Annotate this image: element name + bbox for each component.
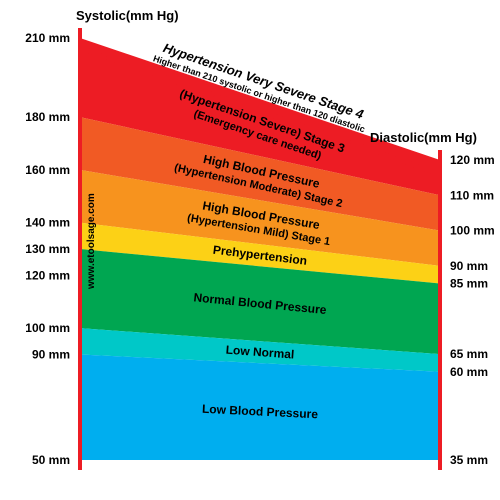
- left-tick-120: 120 mm: [25, 268, 70, 282]
- right-tick-100: 100 mm: [450, 224, 495, 238]
- left-tick-90: 90 mm: [32, 348, 70, 362]
- left-tick-130: 130 mm: [25, 242, 70, 256]
- left-tick-160: 160 mm: [25, 163, 70, 177]
- right-tick-35: 35 mm: [450, 453, 488, 467]
- left-tick-180: 180 mm: [25, 110, 70, 124]
- right-tick-90: 90 mm: [450, 259, 488, 273]
- left-tick-140: 140 mm: [25, 216, 70, 230]
- systolic-title: Systolic(mm Hg): [76, 8, 179, 23]
- left-tick-50: 50 mm: [32, 453, 70, 467]
- left-tick-210: 210 mm: [25, 31, 70, 45]
- blood-pressure-chart: (Hypertension Severe) Stage 3(Emergency …: [0, 0, 500, 500]
- right-tick-85: 85 mm: [450, 277, 488, 291]
- watermark: www.etoolsage.com: [86, 193, 97, 290]
- diastolic-title: Diastolic(mm Hg): [370, 130, 477, 145]
- right-tick-120: 120 mm: [450, 153, 495, 167]
- right-tick-60: 60 mm: [450, 365, 488, 379]
- left-tick-100: 100 mm: [25, 321, 70, 335]
- right-tick-110: 110 mm: [450, 188, 494, 202]
- right-tick-65: 65 mm: [450, 347, 488, 361]
